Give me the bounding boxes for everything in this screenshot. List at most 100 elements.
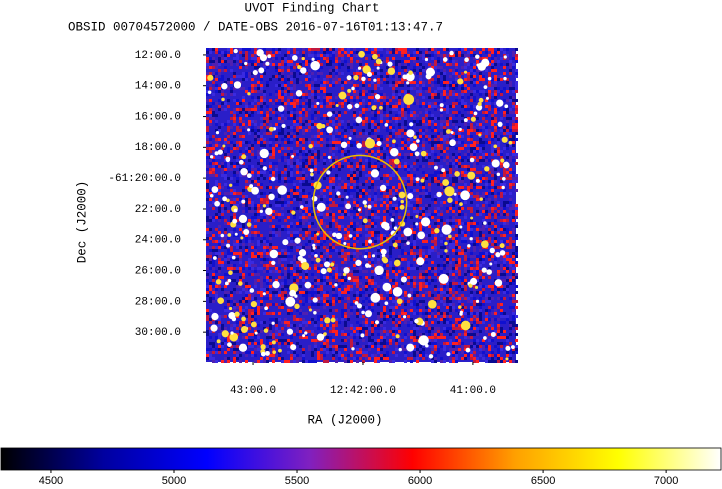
image-pixel [473, 165, 476, 168]
image-pixel [242, 300, 245, 303]
image-pixel [491, 87, 494, 90]
image-pixel [509, 186, 512, 189]
image-pixel [284, 84, 287, 87]
image-pixel [434, 48, 437, 51]
image-pixel [401, 141, 404, 144]
image-pixel [374, 210, 377, 213]
image-pixel [233, 87, 236, 90]
image-pixel [293, 186, 296, 189]
image-pixel [275, 246, 278, 249]
image-pixel [395, 231, 398, 234]
image-pixel [299, 210, 302, 213]
image-pixel [275, 102, 278, 105]
image-pixel [209, 168, 212, 171]
image-pixel [485, 99, 488, 102]
image-pixel [299, 276, 302, 279]
image-pixel [317, 84, 320, 87]
image-pixel [515, 189, 518, 192]
image-pixel [515, 273, 518, 276]
image-pixel [227, 105, 230, 108]
image-pixel [389, 189, 392, 192]
image-pixel [434, 177, 437, 180]
image-pixel [290, 267, 293, 270]
image-pixel [341, 63, 344, 66]
image-pixel [506, 270, 509, 273]
image-pixel [212, 264, 215, 267]
image-pixel [491, 255, 494, 258]
image-pixel [455, 69, 458, 72]
image-pixel [464, 282, 467, 285]
image-pixel [452, 201, 455, 204]
image-pixel [407, 171, 410, 174]
image-pixel [272, 48, 275, 51]
image-pixel [305, 291, 308, 294]
image-pixel [302, 132, 305, 135]
image-pixel [305, 162, 308, 165]
image-pixel [338, 60, 341, 63]
image-pixel [374, 48, 377, 51]
image-pixel [284, 159, 287, 162]
image-pixel [458, 192, 461, 195]
image-pixel [227, 135, 230, 138]
image-pixel [350, 309, 353, 312]
image-pixel [377, 255, 380, 258]
image-pixel [461, 198, 464, 201]
image-pixel [326, 207, 329, 210]
image-pixel [230, 48, 233, 51]
image-pixel [308, 297, 311, 300]
image-pixel [320, 285, 323, 288]
image-pixel [410, 138, 413, 141]
image-pixel [263, 213, 266, 216]
image-pixel [209, 288, 212, 291]
image-pixel [236, 147, 239, 150]
image-pixel [497, 231, 500, 234]
image-pixel [248, 168, 251, 171]
image-pixel [326, 282, 329, 285]
image-pixel [329, 63, 332, 66]
image-pixel [383, 234, 386, 237]
image-pixel [308, 192, 311, 195]
image-pixel [428, 183, 431, 186]
image-pixel [257, 87, 260, 90]
image-pixel [254, 246, 257, 249]
image-pixel [512, 267, 515, 270]
image-pixel [458, 264, 461, 267]
image-pixel [251, 210, 254, 213]
image-pixel [206, 117, 209, 120]
image-pixel [272, 228, 275, 231]
image-pixel [371, 72, 374, 75]
image-pixel [338, 183, 341, 186]
image-pixel [218, 165, 221, 168]
image-pixel [338, 279, 341, 282]
image-pixel [368, 237, 371, 240]
image-pixel [455, 75, 458, 78]
image-pixel [428, 252, 431, 255]
image-pixel [461, 93, 464, 96]
image-pixel [209, 252, 212, 255]
image-pixel [224, 81, 227, 84]
image-pixel [515, 132, 518, 135]
image-pixel [377, 186, 380, 189]
image-pixel [461, 171, 464, 174]
image-pixel [515, 156, 518, 159]
image-pixel [305, 246, 308, 249]
image-pixel [281, 294, 284, 297]
image-pixel [374, 72, 377, 75]
image-pixel [248, 72, 251, 75]
image-pixel [302, 219, 305, 222]
image-pixel [488, 297, 491, 300]
image-pixel [422, 273, 425, 276]
image-pixel [491, 246, 494, 249]
image-pixel [347, 243, 350, 246]
image-pixel [224, 291, 227, 294]
image-pixel [326, 60, 329, 63]
image-pixel [344, 189, 347, 192]
image-pixel [296, 96, 299, 99]
image-pixel [395, 237, 398, 240]
image-pixel [479, 129, 482, 132]
image-pixel [212, 216, 215, 219]
image-pixel [311, 249, 314, 252]
image-pixel [248, 288, 251, 291]
image-pixel [449, 84, 452, 87]
image-pixel [365, 78, 368, 81]
